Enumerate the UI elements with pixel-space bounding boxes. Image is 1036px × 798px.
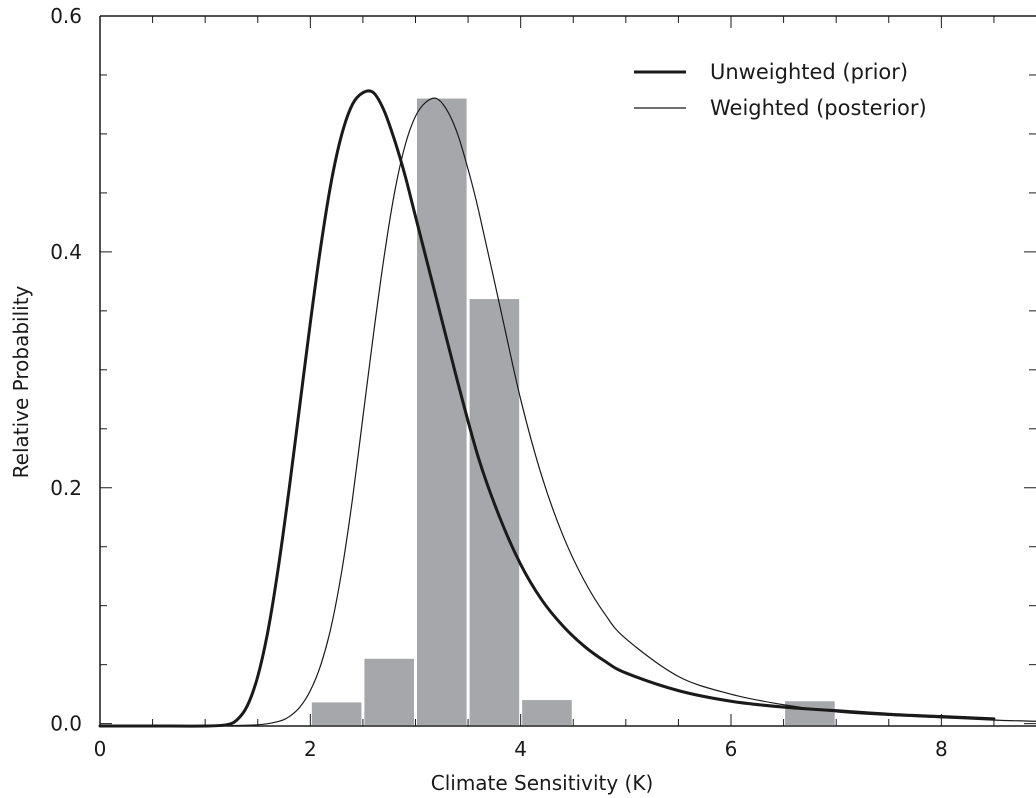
y-tick-label: 0.4 — [50, 240, 82, 264]
x-tick-label: 2 — [304, 737, 317, 761]
axis-ticks — [99, 15, 1036, 726]
legend-label-unweighted: Unweighted (prior) — [710, 60, 908, 84]
y-tick-label: 0.2 — [50, 476, 82, 500]
density-curves — [98, 89, 1036, 728]
histogram-bar-0 — [311, 702, 362, 725]
tick-labels: 0 2 4 6 8 0.0 0.2 0.4 0.6 — [50, 4, 948, 761]
histogram-bar-2 — [417, 98, 467, 726]
legend-label-weighted: Weighted (posterior) — [710, 96, 927, 120]
x-tick-label: 8 — [935, 737, 948, 761]
x-tick-label: 4 — [514, 737, 527, 761]
histogram-bar-1 — [364, 658, 415, 725]
y-tick-label: 0.0 — [50, 712, 82, 736]
histogram-bar-3 — [469, 299, 520, 725]
x-tick-label: 0 — [94, 737, 107, 761]
axes-frame — [99, 15, 1036, 727]
y-tick-label: 0.6 — [50, 4, 82, 28]
x-tick-label: 6 — [725, 737, 738, 761]
weighted-posterior-curve — [99, 97, 1036, 727]
histogram-bars — [311, 98, 835, 726]
unweighted-prior-curve — [98, 89, 996, 728]
histogram-bar-4 — [522, 700, 572, 725]
x-axis-label: Climate Sensitivity (K) — [431, 771, 654, 795]
y-axis-label: Relative Probability — [9, 285, 33, 478]
histogram-bar-9 — [785, 701, 835, 725]
legend: Unweighted (prior) Weighted (posterior) — [634, 60, 927, 120]
